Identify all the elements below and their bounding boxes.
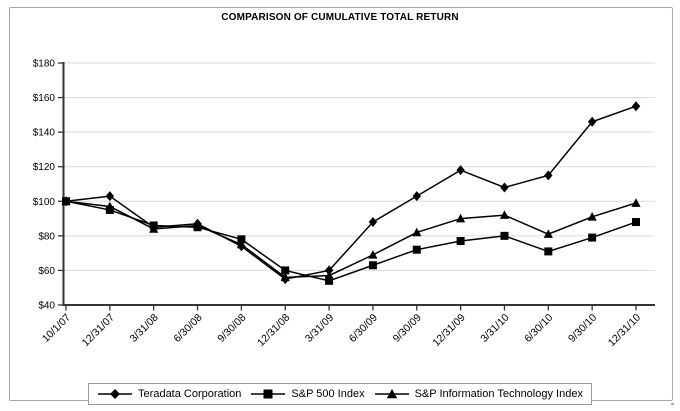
diamond-marker-icon (456, 165, 465, 176)
x-tick-label: 3/31/09 (303, 312, 336, 345)
triangle-marker-icon (631, 198, 641, 207)
triangle-marker-icon (543, 229, 553, 238)
square-marker-icon (62, 197, 70, 206)
x-tick-label: 9/30/08 (215, 312, 248, 345)
y-tick-label: $60 (38, 266, 55, 277)
square-marker-icon (500, 231, 509, 240)
x-tick-label: 6/30/08 (171, 312, 204, 345)
diamond-marker-icon (105, 191, 115, 202)
triangle-marker-icon (236, 239, 246, 249)
legend-item-sp500: S&P 500 Index (250, 388, 365, 400)
y-tick-label: $180 (33, 59, 56, 70)
legend-label-sp-it: S&P Information Technology Index (414, 388, 583, 400)
diamond-marker-icon (587, 116, 597, 127)
square-marker-icon (149, 221, 158, 230)
y-tick-label: $40 (38, 301, 55, 312)
x-tick-label: 3/31/10 (478, 312, 511, 345)
square-marker-icon (588, 233, 597, 242)
y-tick-label: $80 (38, 231, 55, 242)
diamond-marker-icon (412, 191, 421, 202)
legend-box: Teradata Corporation S&P 500 Index S&P I… (88, 383, 592, 405)
triangle-marker-icon (374, 389, 409, 399)
diamond-marker-icon (324, 265, 334, 276)
y-tick-label: $160 (33, 93, 56, 104)
x-tick-label: 10/1/07 (40, 312, 73, 345)
x-tick-label: 12/31/10 (606, 312, 643, 349)
square-marker-icon (237, 235, 246, 244)
square-marker-icon (105, 205, 114, 214)
diamond-marker-icon (631, 101, 641, 112)
x-tick-label: 6/30/10 (522, 312, 555, 345)
legend-item-teradata: Teradata Corporation (97, 388, 241, 400)
figure-border (9, 7, 673, 401)
legend: Teradata Corporation S&P 500 Index S&P I… (0, 383, 680, 405)
diamond-marker-icon (544, 170, 553, 181)
y-tick-label: $100 (33, 197, 56, 208)
x-tick-label: 6/30/09 (347, 312, 380, 345)
legend-item-sp-it: S&P Information Technology Index (374, 388, 583, 400)
triangle-marker-icon (368, 250, 378, 259)
triangle-marker-icon (280, 272, 290, 282)
y-tick-label: $120 (33, 162, 56, 173)
triangle-marker-icon (499, 210, 510, 219)
legend-label-teradata: Teradata Corporation (138, 388, 242, 400)
x-tick-label: 9/30/09 (391, 312, 424, 345)
series-line-teradata-corporation (65, 105, 637, 280)
series-line-s-p-500-index (65, 200, 637, 282)
x-tick-label: 12/31/07 (80, 312, 117, 349)
y-tick-label: $140 (33, 128, 56, 139)
diamond-marker-icon (368, 217, 378, 228)
square-marker-icon (193, 223, 202, 232)
triangle-marker-icon (587, 212, 597, 221)
square-marker-icon (368, 261, 377, 270)
x-tick-label: 12/31/08 (255, 312, 292, 349)
square-marker-icon (544, 247, 553, 256)
square-marker-icon (325, 276, 334, 285)
x-tick-label: 12/31/09 (430, 312, 467, 349)
legend-label-sp500: S&P 500 Index (291, 388, 365, 400)
triangle-marker-icon (456, 213, 466, 223)
x-tick-label: 9/30/10 (566, 312, 599, 345)
diamond-marker-icon (98, 389, 133, 399)
series-line-s-p-information-technology-index (65, 200, 637, 279)
square-marker-icon (456, 237, 465, 246)
square-marker-icon (412, 245, 421, 254)
triangle-marker-icon (412, 227, 422, 237)
x-tick-label: 3/31/08 (128, 312, 161, 345)
page-artifact-dot (671, 403, 674, 405)
diamond-marker-icon (500, 182, 509, 193)
square-marker-icon (632, 218, 640, 227)
chart-title: COMPARISON OF CUMULATIVE TOTAL RETURN (221, 12, 459, 23)
square-marker-icon (281, 266, 290, 275)
square-marker-icon (251, 389, 286, 399)
